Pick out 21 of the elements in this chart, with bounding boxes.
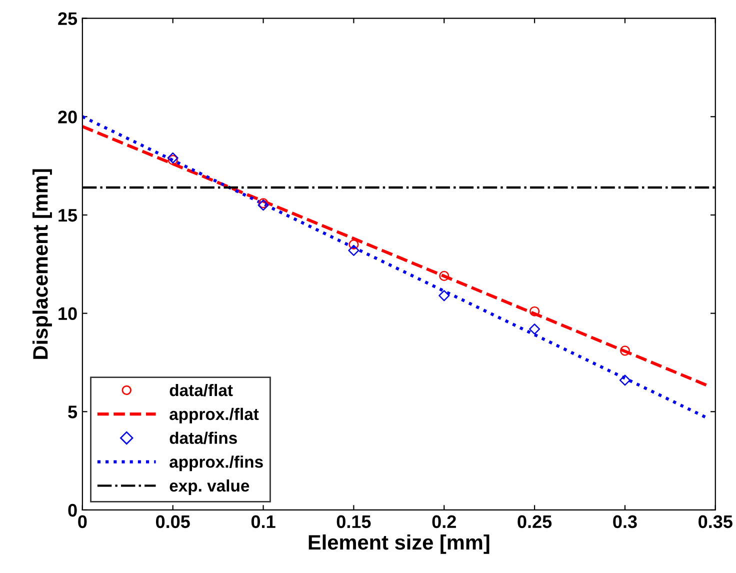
y-axis-title: Displacement [mm] (32, 169, 52, 359)
x-axis-title: Element size [mm] (308, 534, 490, 554)
legend-label: approx./fins (170, 456, 263, 472)
x-tick-label: 0.2 (432, 515, 456, 528)
legend-label: exp. value (170, 479, 250, 495)
y-tick-label: 25 (58, 12, 78, 26)
legend-label: data/flat (170, 384, 233, 396)
y-tick-label: 10 (58, 307, 77, 320)
x-tick-label: 0.25 (518, 515, 552, 528)
x-tick-label: 0.15 (336, 515, 371, 528)
x-tick-label: 0.1 (251, 515, 276, 528)
x-tick-label: 0.05 (156, 515, 190, 528)
x-tick-label: 0.3 (613, 515, 637, 528)
y-tick-label: 20 (58, 110, 77, 124)
x-tick-label: 0.35 (698, 515, 732, 528)
y-tick-label: 15 (58, 209, 78, 222)
legend-label: data/fins (170, 432, 237, 444)
legend-label: approx./flat (170, 408, 259, 424)
y-tick-label: 5 (68, 406, 78, 418)
x-tick-label: 0 (78, 515, 87, 528)
y-tick-label: 0 (68, 504, 77, 517)
